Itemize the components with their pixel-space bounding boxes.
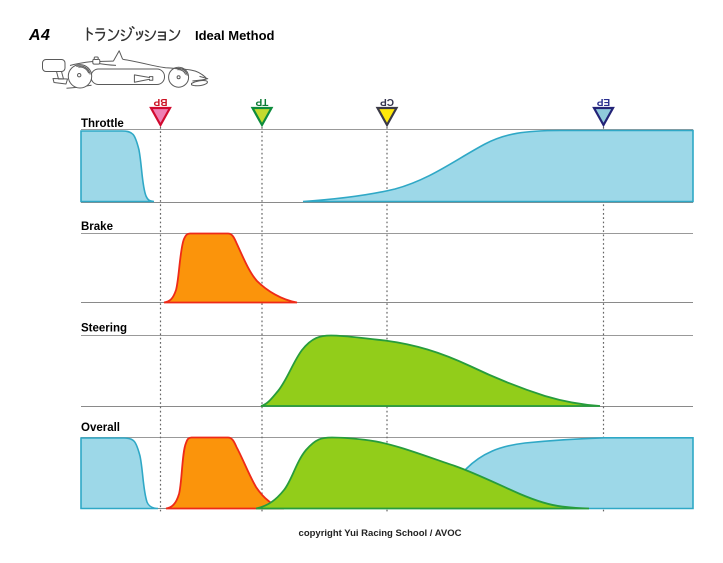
svg-text:TP: TP [255,96,268,107]
svg-text:Steering: Steering [81,323,127,335]
svg-text:CP: CP [380,96,394,107]
svg-text:copyright Yui Racing School /: copyright Yui Racing School / AVOC [299,528,462,539]
svg-text:Throttle: Throttle [81,118,124,130]
svg-text:EP: EP [597,96,611,107]
svg-text:Brake: Brake [81,221,113,233]
svg-text:Overall: Overall [81,422,120,434]
svg-text:BP: BP [153,96,167,107]
